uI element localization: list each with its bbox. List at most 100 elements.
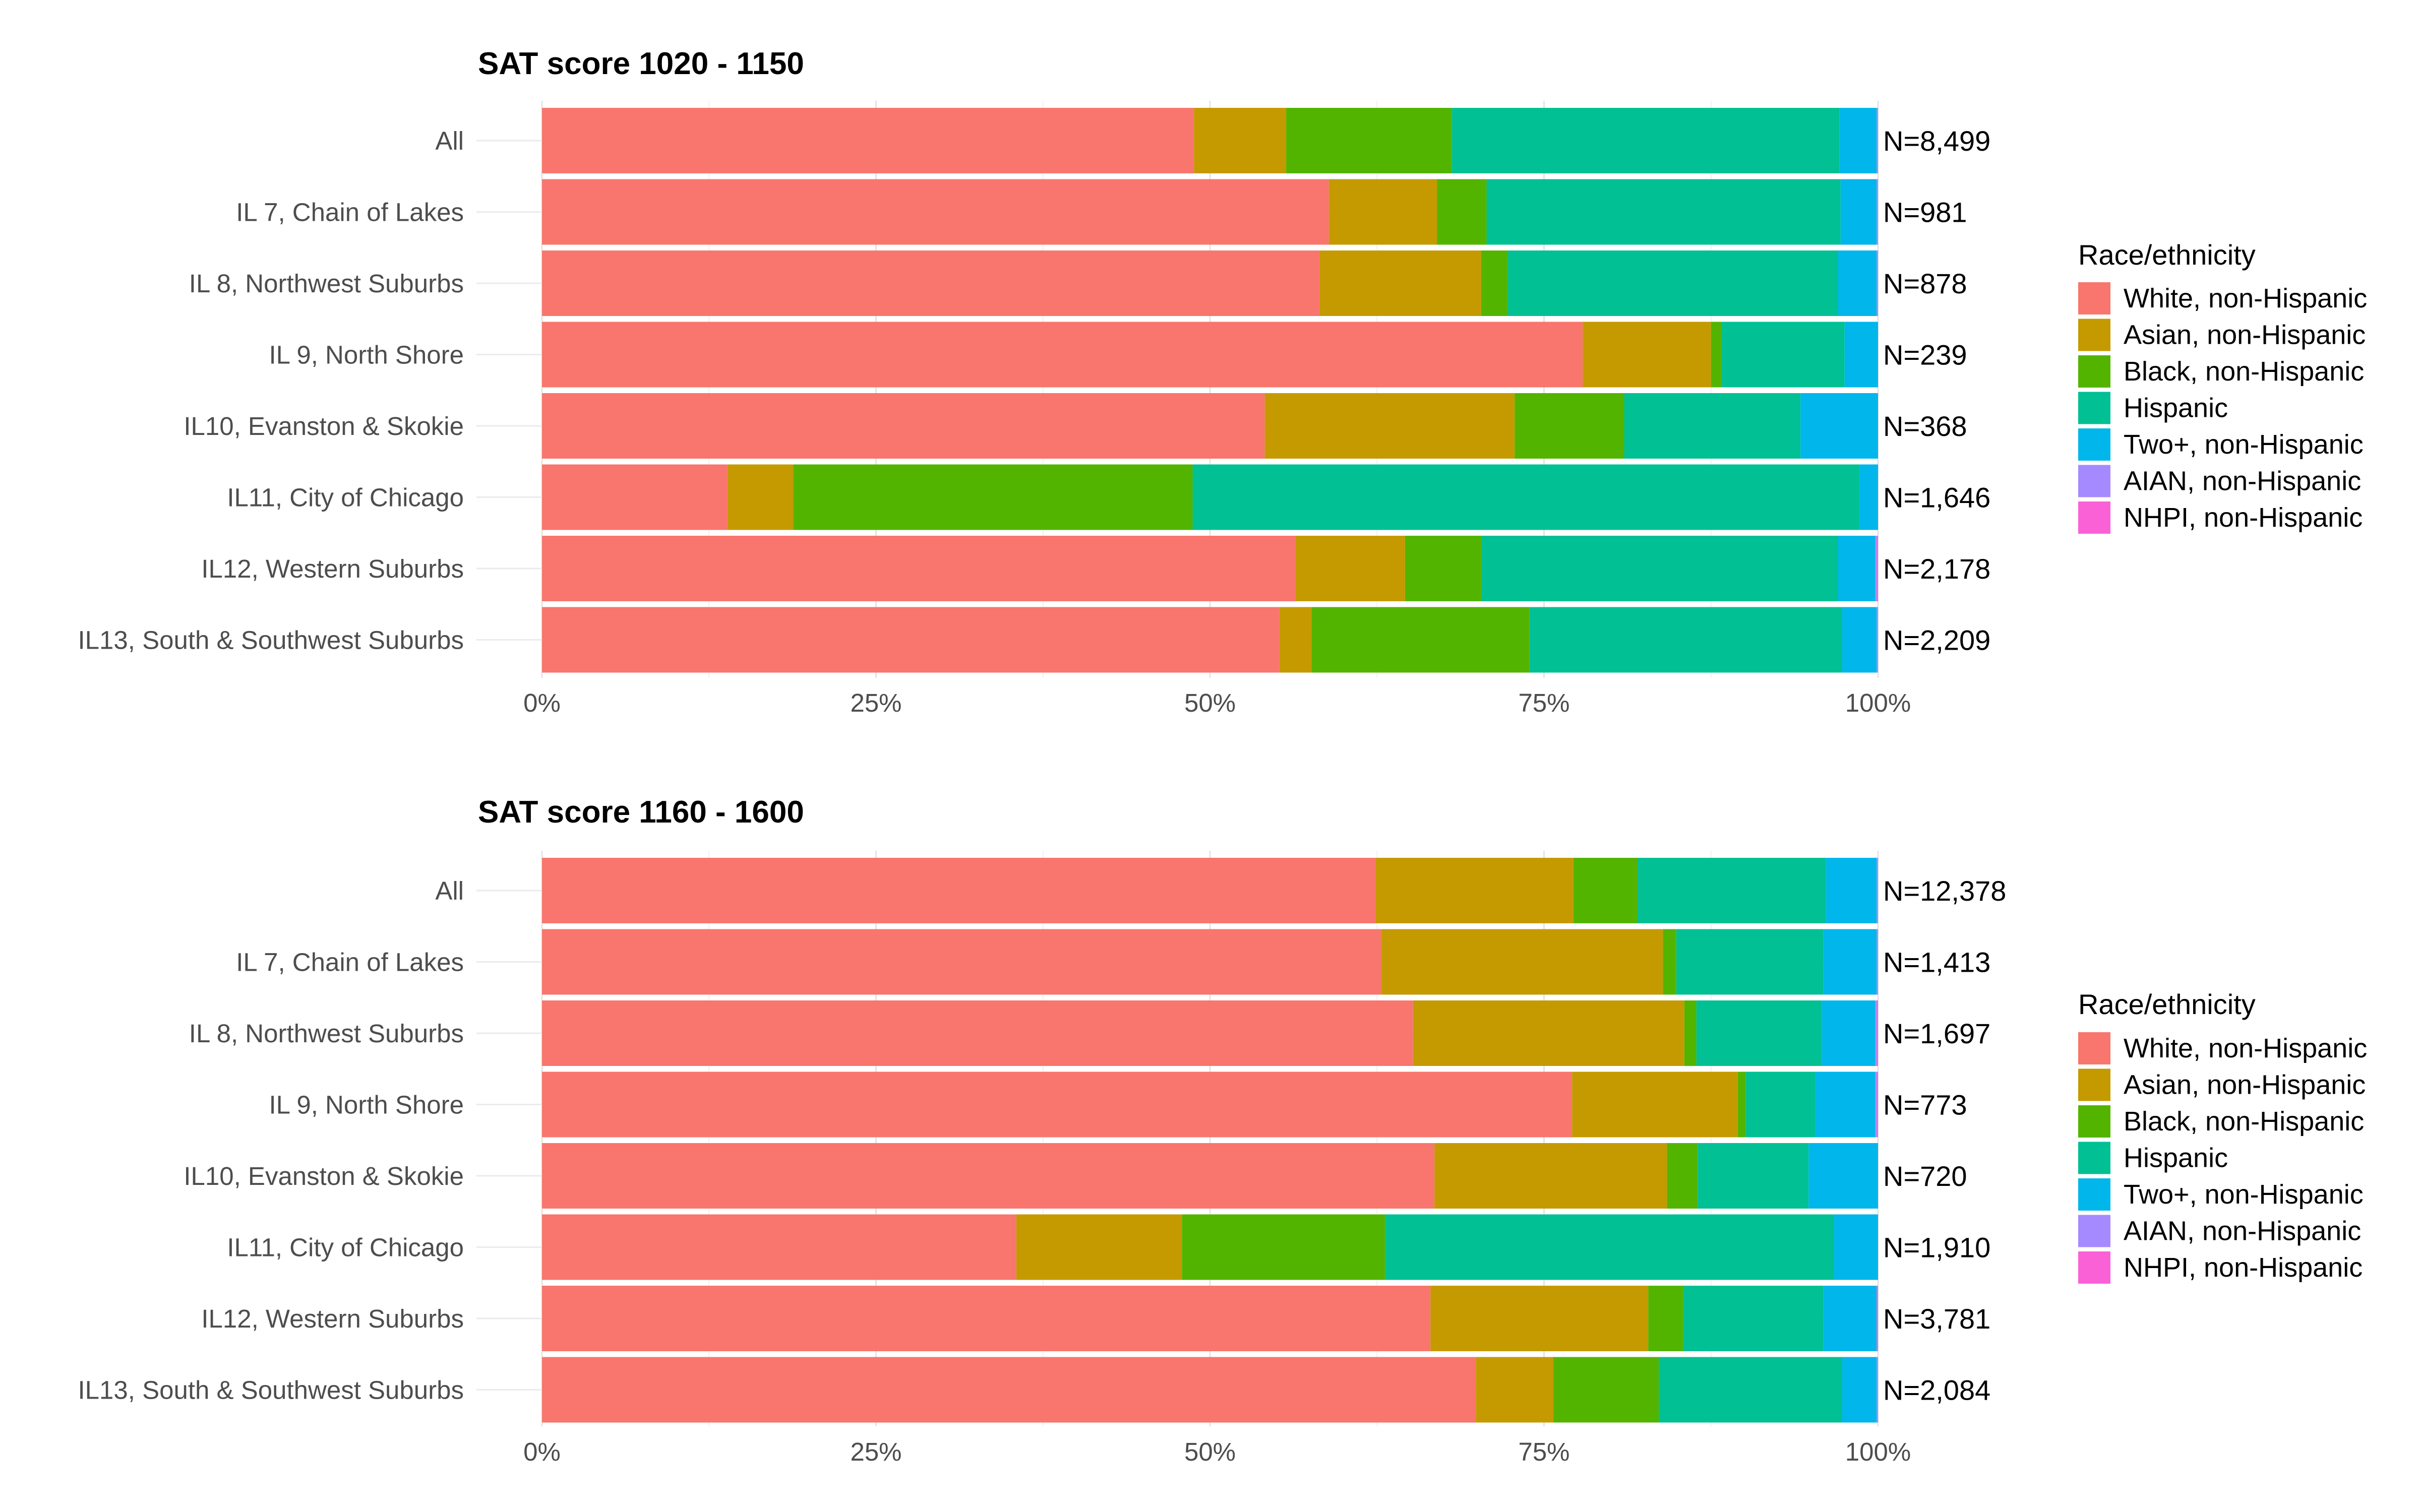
bar-segment bbox=[1834, 1214, 1878, 1280]
n-label: N=2,209 bbox=[1883, 624, 1990, 656]
bar-segment bbox=[1016, 1214, 1182, 1280]
category-label: IL 9, North Shore bbox=[269, 341, 464, 369]
legend-key bbox=[2078, 1105, 2110, 1138]
legend-key bbox=[2078, 1178, 2110, 1211]
bar-segment bbox=[1737, 1072, 1746, 1138]
legend-key bbox=[2078, 1068, 2110, 1101]
legend-label: White, non-Hispanic bbox=[2124, 1033, 2367, 1063]
legend-label: NHPI, non-Hispanic bbox=[2124, 502, 2363, 533]
bar-segment bbox=[542, 464, 728, 530]
bar-segment bbox=[542, 1072, 1572, 1138]
bar-segment bbox=[1486, 179, 1841, 245]
legend-label: AIAN, non-Hispanic bbox=[2124, 1216, 2361, 1246]
bar-segment bbox=[542, 1357, 1476, 1423]
bar-segment bbox=[1844, 322, 1878, 388]
bar-segment bbox=[542, 250, 1320, 316]
bar-segment bbox=[542, 1143, 1435, 1209]
bar-segment bbox=[542, 607, 1280, 673]
legend-key bbox=[2078, 1215, 2110, 1247]
bar-segment bbox=[1451, 108, 1840, 173]
x-tick-label: 100% bbox=[1845, 688, 1911, 717]
n-label: N=3,781 bbox=[1883, 1303, 1990, 1335]
bar-segment bbox=[1328, 179, 1437, 245]
bar-segment bbox=[1638, 858, 1826, 923]
bar-segment bbox=[542, 536, 1296, 601]
legend-key bbox=[2078, 319, 2110, 351]
legend-key bbox=[2078, 355, 2110, 388]
category-label: IL11, City of Chicago bbox=[227, 1233, 464, 1262]
category-label: IL 7, Chain of Lakes bbox=[236, 948, 464, 977]
bar-segment bbox=[542, 179, 1329, 245]
legend-label: Two+, non-Hispanic bbox=[2124, 429, 2364, 460]
bar-segment bbox=[728, 464, 794, 530]
bar-segment bbox=[1877, 607, 1878, 673]
legend-key bbox=[2078, 1251, 2110, 1284]
x-tick-label: 0% bbox=[523, 688, 561, 717]
bar-segment bbox=[1194, 108, 1287, 173]
legend-label: White, non-Hispanic bbox=[2124, 283, 2367, 313]
n-label: N=1,646 bbox=[1883, 482, 1990, 514]
n-label: N=720 bbox=[1883, 1160, 1967, 1192]
category-label: IL11, City of Chicago bbox=[227, 483, 464, 512]
x-tick-label: 100% bbox=[1845, 1437, 1911, 1466]
legend-label: Hispanic bbox=[2124, 1143, 2228, 1173]
x-tick-label: 75% bbox=[1518, 688, 1569, 717]
bar-segment bbox=[1823, 1286, 1877, 1351]
bar-segment bbox=[1573, 858, 1638, 923]
n-label: N=2,084 bbox=[1883, 1374, 1990, 1406]
legend-label: Asian, non-Hispanic bbox=[2124, 320, 2366, 350]
n-label: N=12,378 bbox=[1883, 875, 2006, 907]
n-label: N=981 bbox=[1883, 197, 1967, 228]
legend-key bbox=[2078, 465, 2110, 497]
category-label: IL 8, Northwest Suburbs bbox=[189, 269, 464, 298]
bar-segment bbox=[1683, 1286, 1824, 1351]
bar-segment bbox=[1839, 108, 1877, 173]
n-label: N=1,910 bbox=[1883, 1232, 1990, 1264]
bar-segment bbox=[542, 1286, 1431, 1351]
x-tick-label: 0% bbox=[523, 1437, 561, 1466]
bar-segment bbox=[1877, 1000, 1878, 1066]
bar-segment bbox=[1434, 1143, 1667, 1209]
chart-title: SAT score 1160 - 1600 bbox=[478, 795, 804, 830]
legend-key bbox=[2078, 392, 2110, 424]
bar-segment bbox=[1808, 1143, 1878, 1209]
bar-segment bbox=[1515, 393, 1624, 459]
bar-segment bbox=[1529, 607, 1842, 673]
bar-segment bbox=[1815, 1072, 1876, 1138]
bar-segment bbox=[1437, 179, 1487, 245]
bar-segment bbox=[1877, 536, 1878, 601]
bar-segment bbox=[542, 393, 1265, 459]
bar-segment bbox=[1877, 929, 1878, 995]
x-tick-label: 25% bbox=[850, 688, 901, 717]
bar-segment bbox=[1553, 1357, 1659, 1423]
legend-key bbox=[2078, 501, 2110, 534]
n-label: N=773 bbox=[1883, 1089, 1967, 1121]
legend-title: Race/ethnicity bbox=[2078, 239, 2256, 271]
legend-label: Two+, non-Hispanic bbox=[2124, 1179, 2364, 1210]
bar-segment bbox=[1182, 1214, 1385, 1280]
bar-segment bbox=[1721, 322, 1845, 388]
n-label: N=8,499 bbox=[1883, 125, 1990, 157]
bar-segment bbox=[1877, 1357, 1878, 1423]
bar-segment bbox=[1385, 1214, 1834, 1280]
bar-segment bbox=[1648, 1286, 1683, 1351]
category-label: IL10, Evanston & Skokie bbox=[184, 1162, 464, 1190]
bar-segment bbox=[1875, 536, 1877, 601]
bar-segment bbox=[1877, 250, 1878, 316]
x-tick-label: 50% bbox=[1184, 688, 1236, 717]
bar-segment bbox=[1583, 322, 1711, 388]
category-label: All bbox=[435, 127, 464, 155]
n-label: N=2,178 bbox=[1883, 553, 1990, 585]
bar-segment bbox=[1624, 393, 1801, 459]
category-label: IL13, South & Southwest Suburbs bbox=[78, 1376, 464, 1405]
legend-label: AIAN, non-Hispanic bbox=[2124, 466, 2361, 496]
bar-segment bbox=[1838, 250, 1877, 316]
bar-segment bbox=[1667, 1143, 1698, 1209]
x-tick-label: 50% bbox=[1184, 1437, 1236, 1466]
bar-segment bbox=[1481, 536, 1838, 601]
legend-key bbox=[2078, 282, 2110, 314]
bar-segment bbox=[1264, 393, 1515, 459]
bar-segment bbox=[1698, 1143, 1809, 1209]
legend-label: Black, non-Hispanic bbox=[2124, 356, 2364, 387]
bar-segment bbox=[1800, 393, 1878, 459]
